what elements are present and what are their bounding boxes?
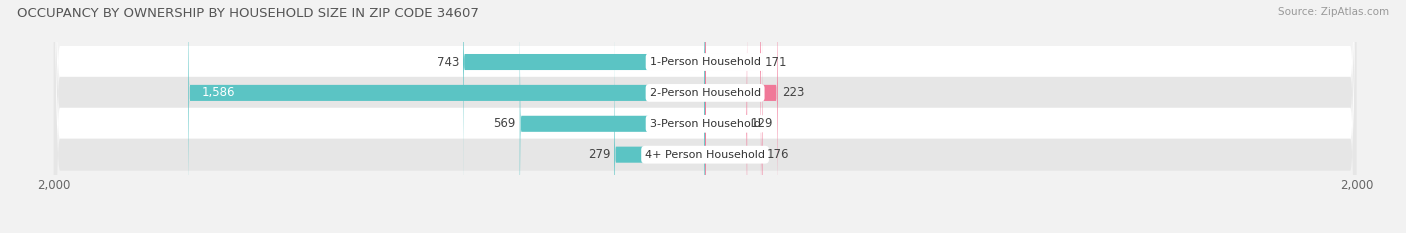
Text: 1,586: 1,586 <box>201 86 235 99</box>
FancyBboxPatch shape <box>706 0 778 233</box>
Text: 279: 279 <box>588 148 610 161</box>
Text: Source: ZipAtlas.com: Source: ZipAtlas.com <box>1278 7 1389 17</box>
FancyBboxPatch shape <box>53 0 1357 233</box>
Text: 129: 129 <box>751 117 773 130</box>
FancyBboxPatch shape <box>53 0 1357 233</box>
FancyBboxPatch shape <box>614 8 706 233</box>
FancyBboxPatch shape <box>706 0 761 208</box>
Text: 171: 171 <box>765 55 787 69</box>
FancyBboxPatch shape <box>53 0 1357 233</box>
FancyBboxPatch shape <box>706 0 747 233</box>
Text: 2-Person Household: 2-Person Household <box>650 88 761 98</box>
Text: 223: 223 <box>782 86 804 99</box>
Text: 569: 569 <box>494 117 516 130</box>
Text: 176: 176 <box>766 148 789 161</box>
FancyBboxPatch shape <box>520 0 706 233</box>
Text: 1-Person Household: 1-Person Household <box>650 57 761 67</box>
FancyBboxPatch shape <box>53 0 1357 233</box>
FancyBboxPatch shape <box>463 0 706 208</box>
Text: 3-Person Household: 3-Person Household <box>650 119 761 129</box>
FancyBboxPatch shape <box>706 8 762 233</box>
Text: 4+ Person Household: 4+ Person Household <box>645 150 765 160</box>
FancyBboxPatch shape <box>188 0 706 233</box>
Text: 743: 743 <box>437 55 460 69</box>
Text: OCCUPANCY BY OWNERSHIP BY HOUSEHOLD SIZE IN ZIP CODE 34607: OCCUPANCY BY OWNERSHIP BY HOUSEHOLD SIZE… <box>17 7 479 20</box>
